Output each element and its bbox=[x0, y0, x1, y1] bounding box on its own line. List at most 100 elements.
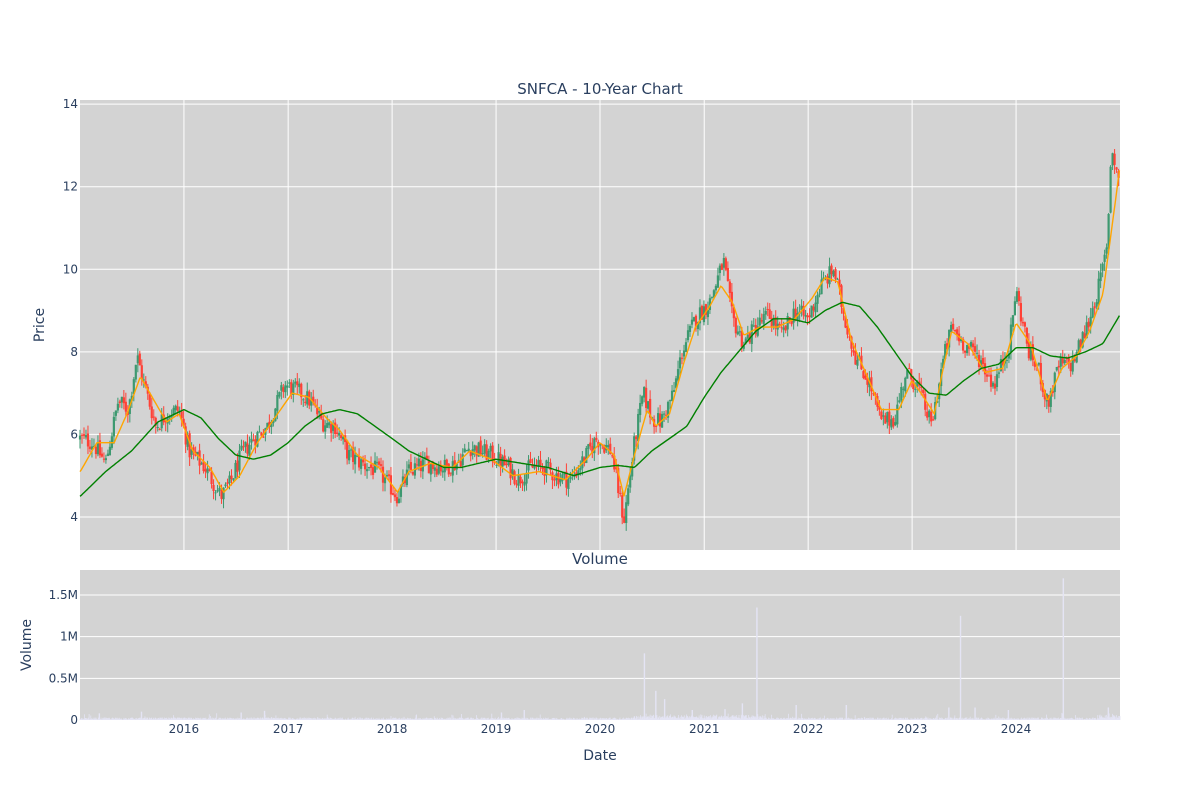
volume-bar bbox=[918, 719, 920, 720]
volume-bar bbox=[765, 717, 767, 720]
volume-bar bbox=[589, 717, 591, 720]
volume-bar bbox=[1001, 718, 1002, 720]
volume-bar bbox=[1013, 719, 1014, 720]
volume-bar bbox=[537, 717, 539, 720]
volume-bar bbox=[625, 717, 627, 720]
volume-bar bbox=[690, 717, 691, 720]
volume-bar bbox=[633, 717, 635, 720]
volume-bar bbox=[386, 719, 388, 720]
volume-bar bbox=[1084, 719, 1086, 720]
volume-bar bbox=[736, 715, 738, 720]
volume-bar bbox=[1090, 718, 1092, 720]
candle-body bbox=[208, 469, 211, 471]
volume-bar bbox=[639, 716, 641, 720]
volume-bar bbox=[903, 718, 905, 720]
volume-bar bbox=[444, 718, 446, 720]
volume-bar bbox=[814, 718, 816, 720]
volume-bar bbox=[844, 718, 846, 720]
volume-bar bbox=[598, 718, 600, 720]
volume-bar bbox=[889, 719, 891, 720]
volume-bar bbox=[323, 718, 325, 720]
volume-bar bbox=[378, 719, 379, 720]
volume-bar bbox=[793, 718, 795, 720]
volume-bar bbox=[253, 717, 255, 720]
volume-bar bbox=[926, 717, 928, 720]
volume-bar bbox=[431, 718, 432, 720]
candle-body bbox=[718, 265, 721, 274]
candle-body bbox=[734, 317, 737, 334]
volume-bar bbox=[550, 719, 551, 720]
candle-body bbox=[445, 459, 448, 466]
volume-bar bbox=[80, 718, 82, 720]
volume-bar bbox=[1091, 718, 1093, 720]
volume-bar bbox=[288, 718, 290, 720]
candle-body bbox=[752, 325, 755, 327]
volume-bar bbox=[670, 717, 672, 720]
volume-bar bbox=[229, 717, 231, 720]
volume-bar bbox=[286, 719, 288, 720]
volume-bar bbox=[350, 719, 351, 720]
candle-body bbox=[969, 342, 973, 347]
volume-bar bbox=[982, 719, 984, 720]
volume-bar bbox=[768, 717, 770, 720]
volume-bar bbox=[976, 717, 977, 720]
volume-bar bbox=[497, 718, 499, 720]
volume-bar bbox=[874, 719, 876, 720]
volume-bar bbox=[853, 719, 855, 720]
candle-body bbox=[346, 440, 349, 459]
volume-bar bbox=[469, 719, 470, 720]
volume-bar bbox=[805, 719, 807, 720]
volume-bar bbox=[925, 716, 927, 720]
candle-body bbox=[1019, 303, 1022, 322]
volume-bar bbox=[310, 718, 312, 720]
volume-bar bbox=[585, 719, 587, 720]
volume-bar bbox=[622, 718, 624, 720]
volume-bar bbox=[917, 718, 919, 720]
volume-bar bbox=[239, 718, 240, 720]
volume-bar bbox=[634, 718, 636, 720]
volume-bar bbox=[978, 719, 980, 720]
volume-bar bbox=[749, 717, 751, 720]
volume-bar bbox=[451, 714, 453, 720]
candle-body bbox=[90, 446, 94, 450]
volume-bar bbox=[770, 718, 772, 720]
volume-bar bbox=[165, 718, 167, 720]
candle-body bbox=[738, 331, 741, 333]
volume-bar bbox=[296, 718, 298, 720]
volume-bar bbox=[105, 717, 107, 720]
volume-bar bbox=[540, 718, 542, 720]
volume-bar bbox=[561, 718, 563, 720]
volume-bar bbox=[217, 719, 219, 720]
x-tick-label: 2019 bbox=[481, 722, 512, 736]
candle-body bbox=[419, 460, 422, 472]
volume-bar bbox=[1071, 718, 1073, 720]
volume-bar bbox=[236, 718, 238, 720]
volume-bar bbox=[342, 717, 343, 720]
volume-bar bbox=[1012, 718, 1014, 720]
candle-body bbox=[487, 450, 490, 458]
volume-bar bbox=[620, 719, 622, 720]
volume-bar bbox=[399, 717, 400, 720]
volume-bar bbox=[1096, 718, 1098, 720]
volume-bar bbox=[766, 718, 768, 720]
candle-body bbox=[726, 267, 729, 281]
volume-bar bbox=[208, 714, 210, 720]
volume-bar bbox=[229, 717, 231, 720]
volume-bar bbox=[85, 718, 87, 720]
volume-bar bbox=[154, 719, 156, 720]
volume-bar bbox=[485, 718, 486, 720]
candle-body bbox=[427, 460, 430, 474]
volume-bar bbox=[677, 718, 678, 720]
candle-body bbox=[635, 436, 638, 440]
candle-body bbox=[557, 472, 560, 485]
volume-bar bbox=[1076, 718, 1078, 720]
volume-bar bbox=[375, 718, 376, 720]
volume-bar bbox=[103, 718, 105, 720]
volume-spike-bar bbox=[959, 615, 962, 720]
candle-body bbox=[172, 407, 175, 416]
volume-bar bbox=[981, 717, 982, 720]
candle-body bbox=[898, 400, 901, 403]
volume-bar bbox=[900, 717, 902, 720]
volume-bar bbox=[1060, 718, 1062, 720]
volume-bar bbox=[748, 715, 750, 720]
